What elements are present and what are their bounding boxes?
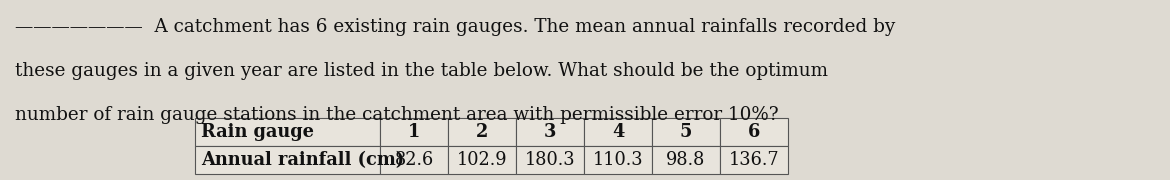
Bar	[195, 118, 380, 146]
Text: Annual rainfall (cm): Annual rainfall (cm)	[201, 151, 405, 169]
Text: 3: 3	[544, 123, 556, 141]
Text: number of rain gauge stations in the catchment area with permissible error 10%?: number of rain gauge stations in the cat…	[15, 106, 778, 124]
Bar	[720, 118, 789, 146]
Bar	[584, 118, 652, 146]
Bar	[584, 146, 652, 174]
Text: 6: 6	[748, 123, 760, 141]
Text: 4: 4	[612, 123, 624, 141]
Text: 82.6: 82.6	[394, 151, 434, 169]
Bar	[448, 118, 516, 146]
Text: 2: 2	[476, 123, 488, 141]
Text: these gauges in a given year are listed in the table below. What should be the o: these gauges in a given year are listed …	[15, 62, 828, 80]
Text: Rain gauge: Rain gauge	[201, 123, 314, 141]
Bar	[652, 118, 720, 146]
Bar	[652, 146, 720, 174]
Text: 5: 5	[680, 123, 693, 141]
Bar	[516, 146, 584, 174]
Bar	[195, 146, 380, 174]
Text: 1: 1	[408, 123, 420, 141]
Text: 180.3: 180.3	[524, 151, 576, 169]
Bar	[380, 146, 448, 174]
Bar	[380, 118, 448, 146]
Text: 110.3: 110.3	[593, 151, 644, 169]
Bar	[720, 146, 789, 174]
Text: 102.9: 102.9	[456, 151, 508, 169]
Text: 98.8: 98.8	[666, 151, 706, 169]
Text: 136.7: 136.7	[729, 151, 779, 169]
Text: ———————  A catchment has 6 existing rain gauges. The mean annual rainfalls recor: ——————— A catchment has 6 existing rain …	[15, 18, 895, 36]
Bar	[448, 146, 516, 174]
Bar	[516, 118, 584, 146]
